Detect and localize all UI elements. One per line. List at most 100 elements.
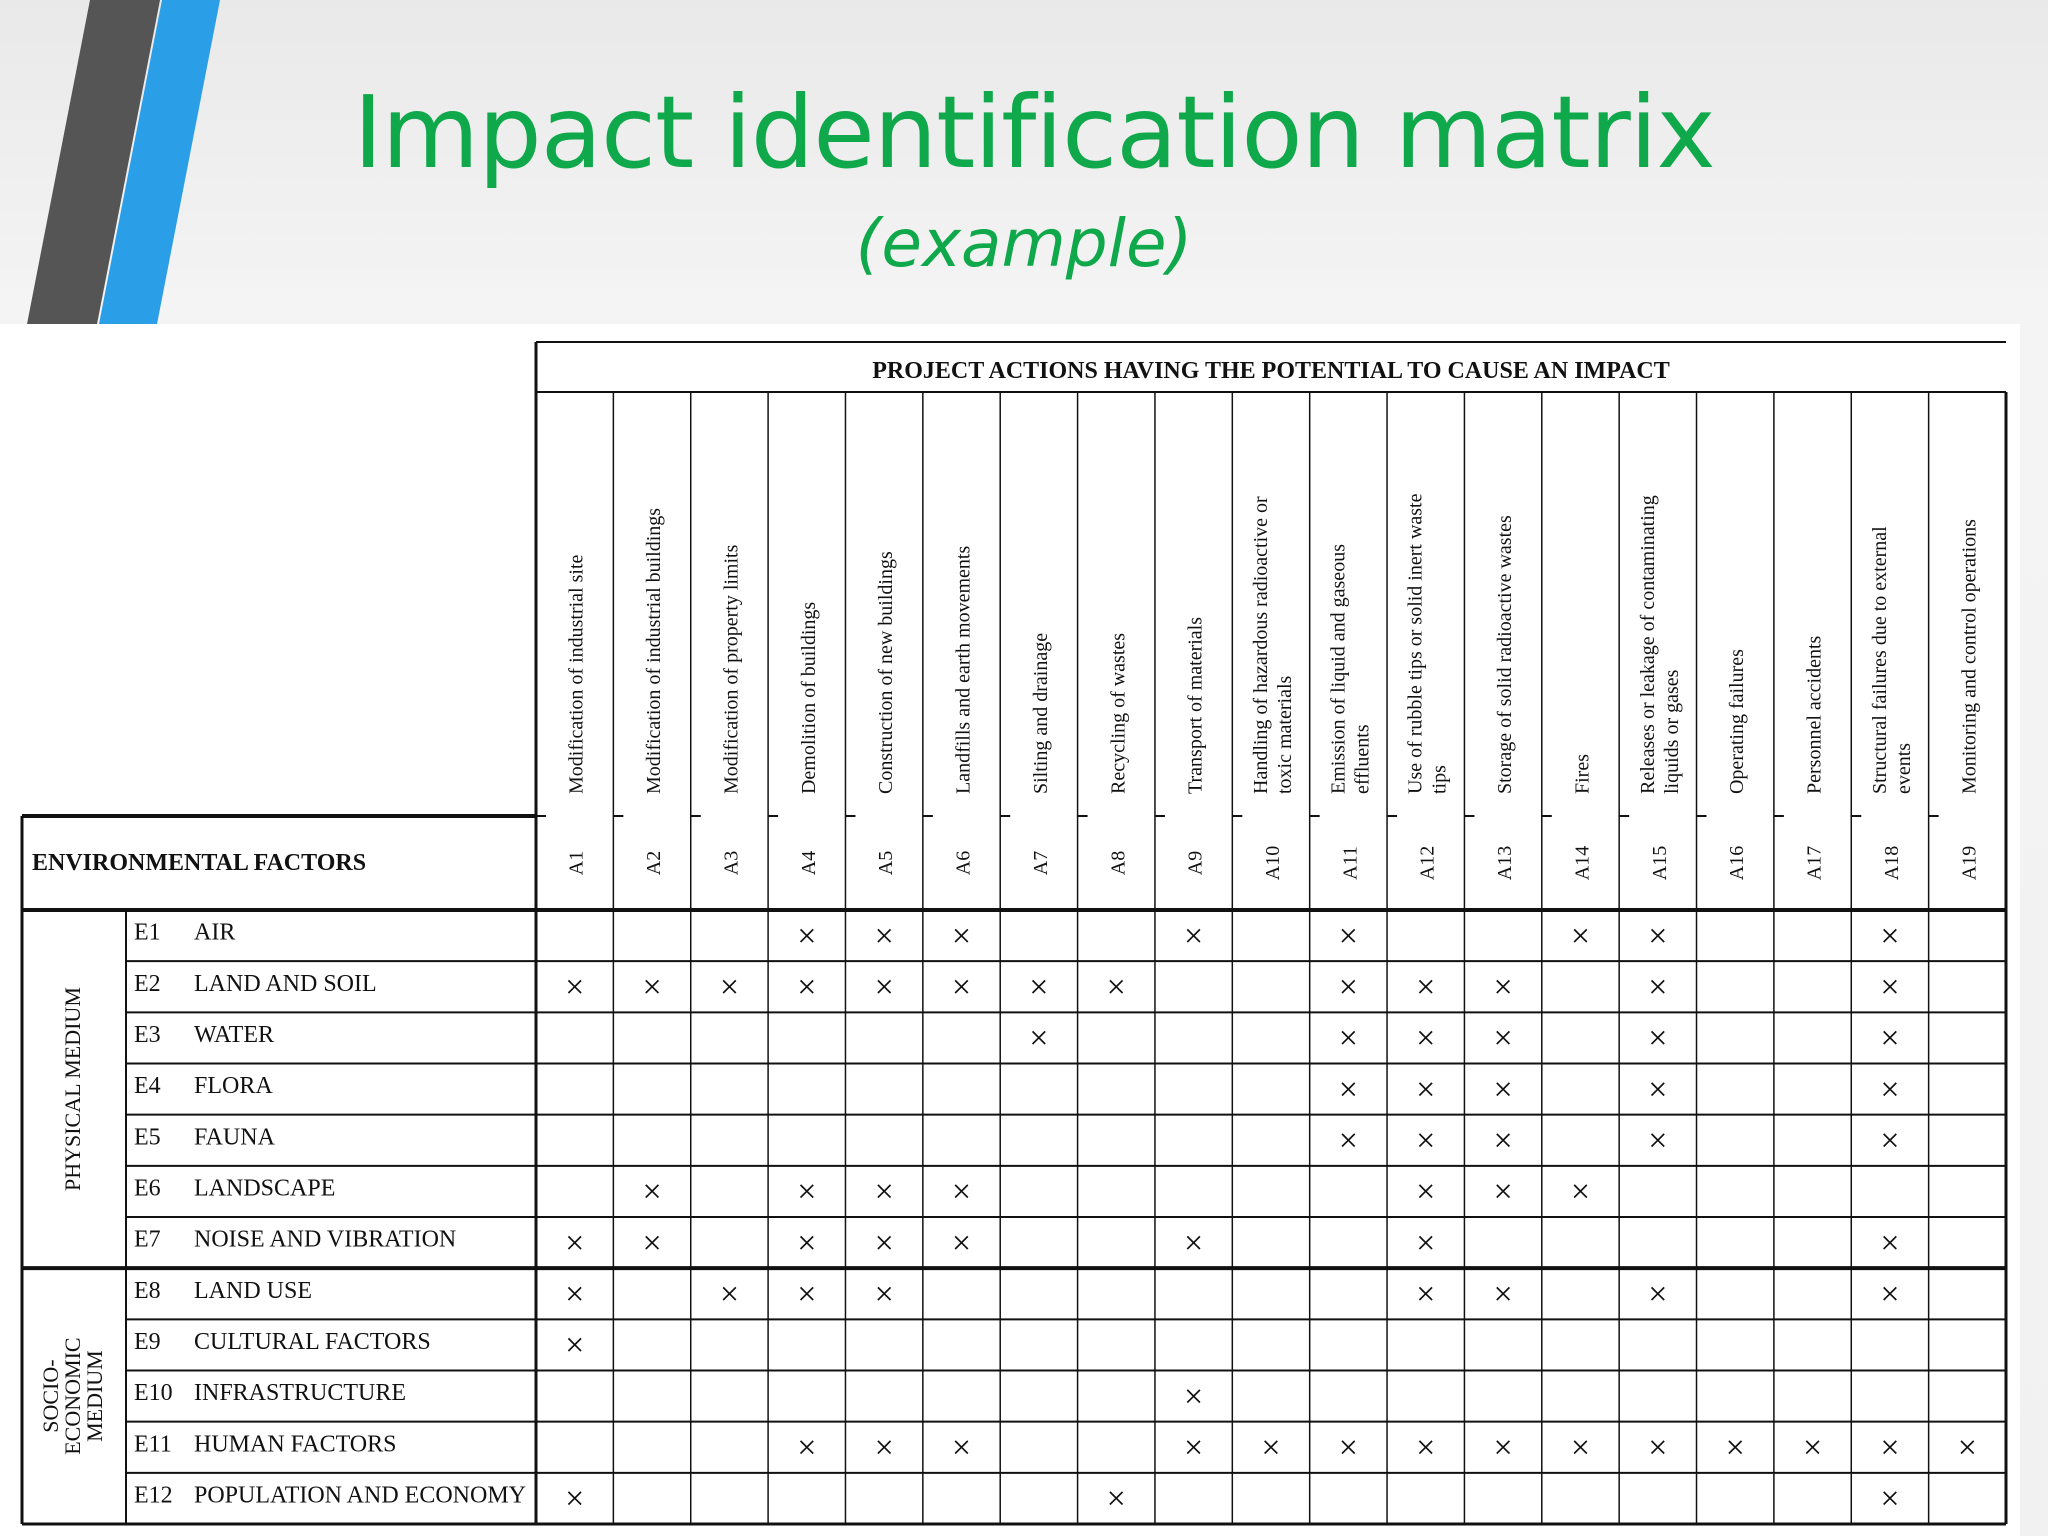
impact-mark: × [1416,1123,1435,1160]
factor-name: FAUNA [194,1124,276,1150]
action-code-label: A15 [1649,846,1671,880]
action-name-label: Use of rubble tips or solid inert waste [1405,493,1427,794]
action-name-label: tips [1429,765,1451,794]
impact-mark: × [1339,1123,1358,1160]
impact-mark: × [1416,1174,1435,1211]
action-name-label: Silting and drainage [1030,633,1052,794]
impact-mark: × [1029,969,1048,1006]
slide-subtitle: (example) [855,205,1193,282]
medium-group-label: SOCIO- [38,1359,63,1432]
matrix-sheet: PROJECT ACTIONS HAVING THE POTENTIAL TO … [0,324,2020,1536]
factor-name: INFRASTRUCTURE [194,1380,406,1406]
factor-name: LANDSCAPE [194,1176,335,1202]
impact-mark: × [797,1430,816,1467]
impact-mark: × [565,1481,584,1518]
impact-mark: × [1571,1174,1590,1211]
impact-mark: × [1416,1071,1435,1108]
impact-mark: × [875,1276,894,1313]
factor-code: E4 [134,1073,161,1099]
impact-mark: × [1648,1020,1667,1057]
impact-mark: × [1339,918,1358,955]
impact-mark: × [1648,1123,1667,1160]
impact-mark: × [1416,1020,1435,1057]
impact-mark: × [642,1174,661,1211]
impact-mark: × [1880,918,1899,955]
action-code-label: A13 [1494,846,1516,880]
action-name-label: Landfills and earth movements [953,546,975,794]
impact-matrix: PROJECT ACTIONS HAVING THE POTENTIAL TO … [20,341,2008,1526]
impact-mark: × [1261,1430,1280,1467]
impact-mark: × [565,1276,584,1313]
factor-code: E11 [134,1431,172,1457]
impact-mark: × [720,1276,739,1313]
action-name-label: Emission of liquid and gaseous [1327,544,1349,794]
action-name-label: Modification of industrial buildings [643,508,665,794]
action-name-label: Modification of industrial site [566,554,588,794]
action-code-label: A11 [1339,846,1361,880]
impact-mark: × [875,918,894,955]
impact-mark: × [1107,1481,1126,1518]
medium-group-label: ECONOMIC [60,1337,85,1454]
action-code-label: A9 [1185,851,1207,875]
impact-mark: × [797,1225,816,1262]
impact-mark: × [1880,1123,1899,1160]
impact-mark: × [1494,1174,1513,1211]
action-name-label: Fires [1571,754,1593,794]
impact-mark: × [875,969,894,1006]
impact-mark: × [642,969,661,1006]
impact-mark: × [565,969,584,1006]
action-code-label: A17 [1804,846,1826,880]
action-name-label: effluents [1351,724,1373,794]
impact-mark: × [1880,1020,1899,1057]
impact-mark: × [1571,1430,1590,1467]
action-name-label: liquids or gases [1661,669,1683,794]
medium-group-label: MEDIUM [82,1350,107,1442]
action-name-label: Modification of property limits [720,544,742,794]
impact-mark: × [1880,1225,1899,1262]
action-name-label: toxic materials [1274,675,1296,794]
action-code-label: A14 [1571,846,1593,880]
impact-mark: × [1494,1430,1513,1467]
impact-mark: × [1107,969,1126,1006]
impact-mark: × [1339,1020,1358,1057]
impact-mark: × [1339,1071,1358,1108]
factor-name: HUMAN FACTORS [194,1431,397,1457]
impact-mark: × [565,1327,584,1364]
action-name-label: Recycling of wastes [1107,633,1129,794]
action-name-label: Transport of materials [1185,617,1207,794]
factor-name: AIR [194,920,235,946]
impact-mark: × [1494,969,1513,1006]
impact-mark: × [1648,1430,1667,1467]
impact-mark: × [565,1225,584,1262]
impact-mark: × [1648,1071,1667,1108]
impact-mark: × [875,1174,894,1211]
impact-mark: × [1880,1071,1899,1108]
impact-mark: × [797,918,816,955]
factor-code: E1 [134,920,161,946]
environmental-factors-header: ENVIRONMENTAL FACTORS [32,850,366,876]
impact-mark: × [1184,1225,1203,1262]
impact-mark: × [875,1430,894,1467]
impact-mark: × [1648,969,1667,1006]
impact-mark: × [1416,969,1435,1006]
action-name-label: Operating failures [1726,649,1748,794]
impact-mark: × [875,1225,894,1262]
action-name-label: Personnel accidents [1804,636,1826,794]
action-code-label: A7 [1030,851,1052,875]
factor-code: E5 [134,1124,161,1150]
action-code-label: A4 [798,851,820,875]
action-name-label: Demolition of buildings [798,602,820,794]
impact-mark: × [1339,969,1358,1006]
factor-name: LAND USE [194,1278,312,1304]
action-name-label: Storage of solid radioactive wastes [1494,515,1516,794]
factor-name: WATER [194,1022,274,1048]
impact-mark: × [952,1174,971,1211]
factor-code: E2 [134,971,161,997]
impact-mark: × [1184,1430,1203,1467]
impact-mark: × [1416,1276,1435,1313]
factor-code: E12 [134,1483,173,1509]
action-name-label: Releases or leakage of contaminating [1637,495,1659,794]
factor-name: LAND AND SOIL [194,971,377,997]
action-name-label: Structural failures due to external [1869,526,1891,794]
impact-mark: × [1648,1276,1667,1313]
